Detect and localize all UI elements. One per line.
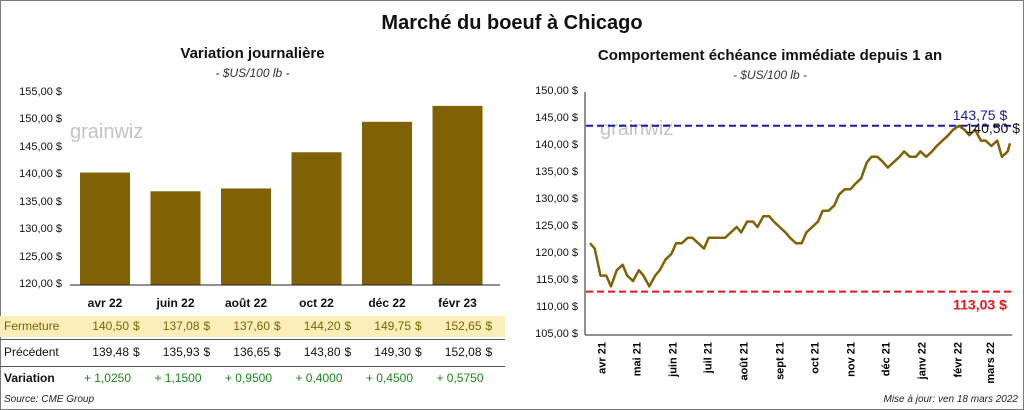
currency-symbol: $ bbox=[133, 345, 140, 359]
variation-value: + 0,5750 bbox=[436, 371, 484, 385]
right-y-tick-label: 130,00 $ bbox=[535, 193, 578, 205]
left-category-label: juin 22 bbox=[156, 296, 195, 310]
left-bar-chart: grainwiz bbox=[70, 105, 500, 286]
table-divider bbox=[0, 366, 505, 367]
month-tick-label: juil 21 bbox=[703, 342, 715, 374]
currency-symbol: $ bbox=[415, 319, 422, 333]
month-tick-label: mai 21 bbox=[632, 342, 644, 376]
month-tick-label: sept 21 bbox=[775, 342, 787, 380]
currency-symbol: $ bbox=[344, 319, 352, 333]
table-row-precedent: Précédent 139,48 $135,93 $136,65 $143,80 $14… bbox=[0, 342, 505, 363]
left-y-tick-label: 155,00 $ bbox=[19, 86, 62, 98]
precedent-value: 139,48 bbox=[92, 345, 129, 359]
left-chart-unit: - $US/100 lb - bbox=[215, 66, 290, 80]
bar-août-22 bbox=[221, 188, 271, 285]
currency-symbol: $ bbox=[415, 345, 422, 359]
left-y-tick-label: 145,00 $ bbox=[19, 140, 62, 153]
variation-label: Variation bbox=[4, 371, 55, 385]
month-tick-label: oct 21 bbox=[810, 342, 822, 374]
left-y-tick-label: 125,00 $ bbox=[19, 250, 62, 263]
left-y-tick-label: 120,00 $ bbox=[19, 278, 62, 290]
right-y-tick-label: 115,00 $ bbox=[535, 274, 578, 286]
last-value-label: 140,50 $ bbox=[966, 120, 1021, 136]
precedent-label: Précédent bbox=[4, 345, 59, 359]
table-row-fermeture: Fermeture 140,50 $137,08 $137,60 $144,20 $14… bbox=[0, 316, 505, 337]
right-y-tick-label: 140,00 $ bbox=[535, 139, 578, 151]
left-y-tick-label: 140,00 $ bbox=[19, 168, 62, 181]
precedent-value: 149,30 bbox=[374, 345, 411, 359]
main-title: Marché du boeuf à Chicago bbox=[381, 12, 643, 34]
bar-juin-22 bbox=[150, 191, 201, 285]
left-category-label: août 22 bbox=[224, 296, 267, 310]
table-row-variation: Variation + 1,0250 + 1,1500 + 0,9500 + 0,40… bbox=[0, 368, 505, 389]
currency-symbol: $ bbox=[344, 345, 352, 359]
variation-value: + 0,4000 bbox=[295, 371, 343, 385]
left-chart-title: Variation journalière bbox=[180, 45, 325, 62]
left-y-tick-label: 130,00 $ bbox=[19, 223, 62, 236]
min-value-label: 113,03 $ bbox=[953, 297, 1007, 313]
left-category-label: oct 22 bbox=[299, 296, 334, 310]
left-category-label: avr 22 bbox=[87, 296, 123, 310]
grainwiz-watermark-left: grainwiz bbox=[70, 121, 143, 143]
fermeture-label: Fermeture bbox=[4, 319, 60, 333]
table-divider bbox=[0, 339, 505, 340]
right-chart-title: Comportement échéance immédiate depuis 1… bbox=[597, 47, 943, 64]
left-y-tick-label: 150,00 $ bbox=[19, 113, 62, 126]
month-tick-label: avr 21 bbox=[597, 342, 609, 374]
fermeture-value: 137,08 bbox=[162, 319, 200, 333]
variation-value: + 1,1500 bbox=[154, 371, 202, 385]
max-value-label: 143,75 $ bbox=[953, 107, 1008, 123]
right-y-tick-label: 125,00 $ bbox=[535, 220, 578, 232]
fermeture-value: 152,65 bbox=[444, 319, 482, 333]
right-chart-unit: - $US/100 lb - bbox=[732, 68, 808, 82]
variation-value: + 1,0250 bbox=[83, 371, 131, 385]
precedent-value: 135,93 bbox=[162, 345, 200, 359]
right-y-tick-label: 135,00 $ bbox=[535, 166, 578, 178]
right-y-tick-label: 120,00 $ bbox=[535, 247, 578, 259]
bar-avr-22 bbox=[80, 172, 130, 285]
precedent-value: 136,65 bbox=[233, 345, 270, 359]
currency-symbol: $ bbox=[203, 319, 211, 333]
bar-déc-22 bbox=[362, 121, 412, 285]
month-tick-label: nov 21 bbox=[846, 342, 858, 377]
precedent-value: 143,80 bbox=[303, 345, 341, 359]
grainwiz-watermark-right: grainwiz bbox=[600, 118, 673, 140]
fermeture-value: 140,50 bbox=[92, 319, 129, 333]
right-y-tick-label: 110,00 $ bbox=[535, 301, 578, 313]
month-tick-label: mars 22 bbox=[985, 342, 997, 384]
currency-symbol: $ bbox=[485, 319, 493, 333]
left-category-label: déc 22 bbox=[368, 296, 406, 310]
fermeture-value: 149,75 bbox=[374, 319, 411, 333]
source-note: Source: CME Group bbox=[4, 394, 95, 405]
currency-symbol: $ bbox=[485, 345, 493, 359]
currency-symbol: $ bbox=[274, 345, 281, 359]
bar-oct-22 bbox=[291, 152, 342, 285]
month-tick-label: févr 22 bbox=[953, 342, 965, 377]
month-tick-label: déc 21 bbox=[881, 342, 893, 376]
bar-févr-23 bbox=[432, 105, 483, 286]
left-y-tick-label: 135,00 $ bbox=[19, 195, 62, 208]
updated-note: Mise à jour: ven 18 mars 2022 bbox=[883, 394, 1018, 405]
variation-value: + 0,9500 bbox=[224, 371, 272, 385]
price-series-line bbox=[589, 124, 1012, 288]
right-y-tick-label: 145,00 $ bbox=[535, 112, 578, 124]
right-y-tick-label: 105,00 $ bbox=[535, 328, 578, 340]
right-y-tick-label: 150,00 $ bbox=[535, 85, 578, 97]
precedent-value: 152,08 bbox=[444, 345, 482, 359]
month-tick-label: janv 22 bbox=[917, 342, 929, 380]
month-tick-label: août 21 bbox=[739, 342, 751, 381]
currency-symbol: $ bbox=[274, 319, 281, 333]
currency-symbol: $ bbox=[203, 345, 211, 359]
left-category-label: févr 23 bbox=[438, 296, 477, 310]
currency-symbol: $ bbox=[133, 319, 140, 333]
fermeture-value: 137,60 bbox=[233, 319, 270, 333]
fermeture-value: 144,20 bbox=[303, 319, 341, 333]
month-tick-label: juin 21 bbox=[668, 342, 680, 378]
variation-value: + 0,4500 bbox=[365, 371, 413, 385]
